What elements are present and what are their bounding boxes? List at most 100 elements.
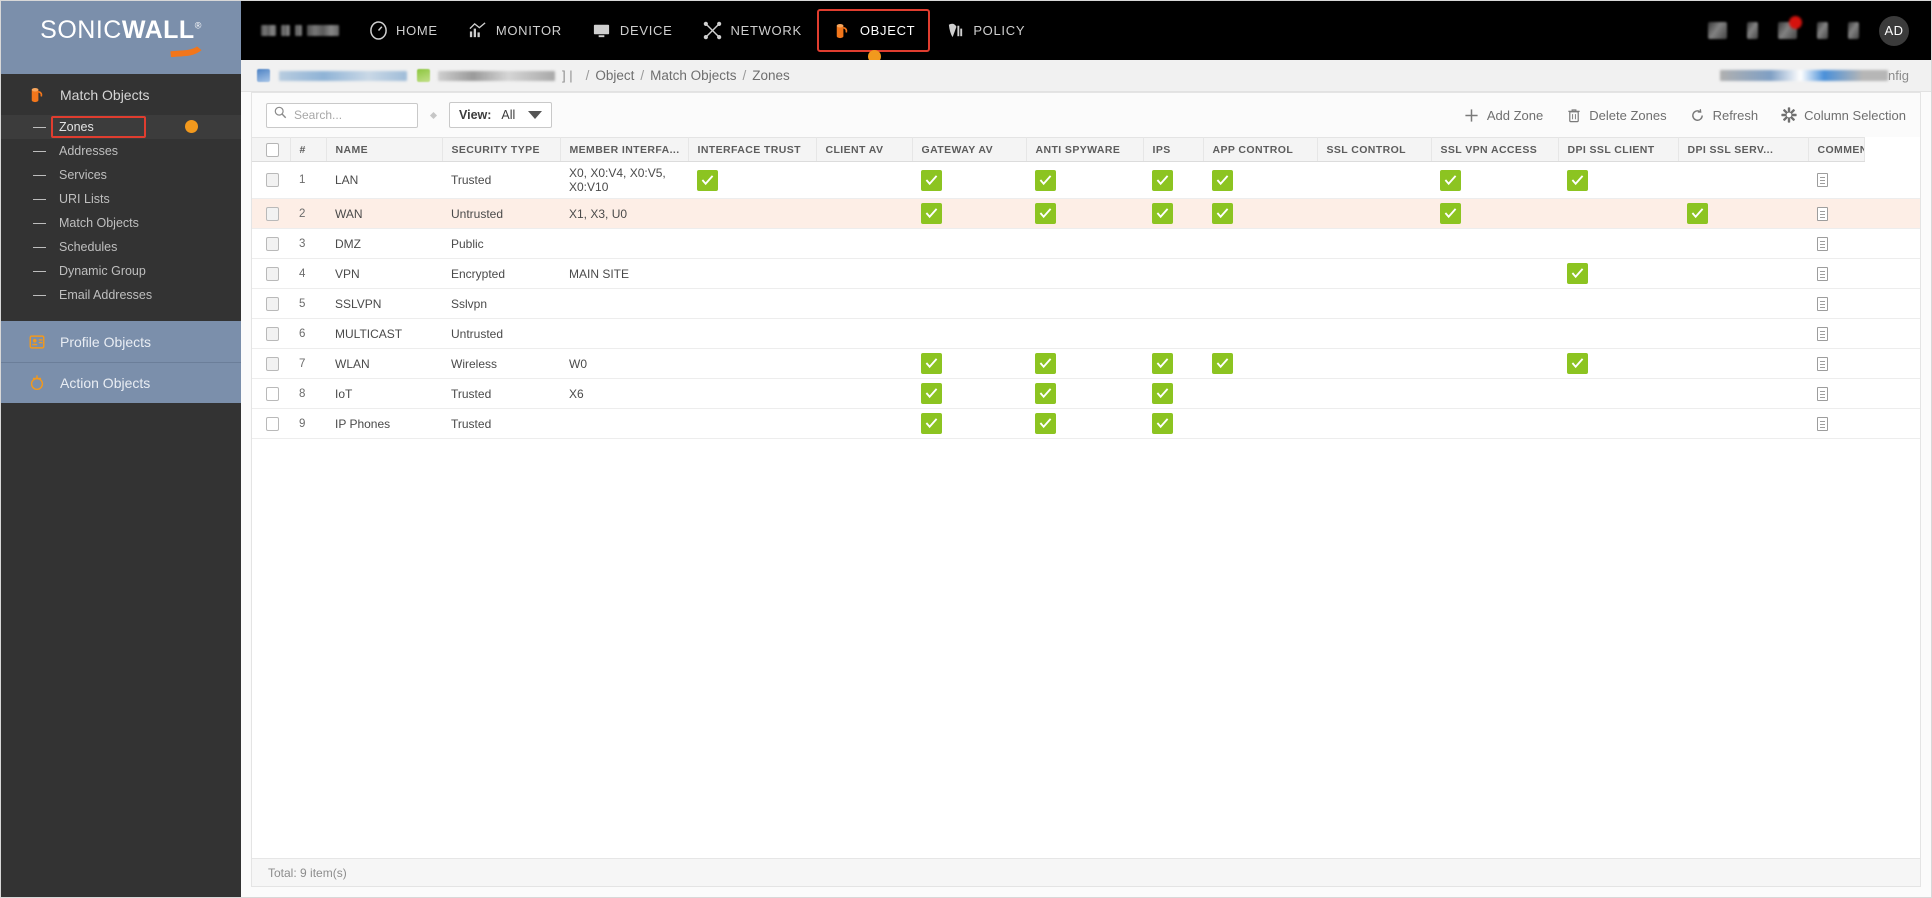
sidebar-item-match-objects[interactable]: Match Objects [1, 211, 241, 235]
check-enabled-icon[interactable] [1035, 383, 1056, 404]
sidebar-item-services[interactable]: Services [1, 163, 241, 187]
cell-zone-name[interactable]: IP Phones [326, 408, 442, 439]
sonicwall-logo[interactable]: SONICWALL® [1, 1, 241, 60]
column-header-ips[interactable]: IPS [1143, 137, 1204, 162]
sidebar-item-addresses[interactable]: Addresses [1, 139, 241, 163]
check-enabled-icon[interactable] [1035, 169, 1056, 191]
sidebar-item-zones[interactable]: Zones [1, 115, 241, 139]
check-enabled-icon[interactable] [921, 203, 942, 224]
cell-zone-name[interactable]: SSLVPN [326, 288, 442, 319]
comment-icon[interactable] [1817, 206, 1828, 221]
table-row[interactable]: 5 SSLVPN Sslvpn [252, 288, 1920, 319]
column-header-security-type[interactable]: SECURITY TYPE [442, 137, 561, 162]
check-enabled-icon[interactable] [1567, 353, 1588, 374]
search-box[interactable] [266, 102, 418, 128]
breadcrumb-object[interactable]: Object [595, 68, 635, 83]
row-checkbox[interactable] [266, 386, 279, 401]
check-enabled-icon[interactable] [1152, 413, 1173, 434]
check-enabled-icon[interactable] [921, 413, 942, 434]
column-header-dpi-ssl-client[interactable]: DPI SSL CLIENT [1558, 137, 1679, 162]
table-row[interactable]: 3 DMZ Public [252, 228, 1920, 259]
sidebar-item-schedules[interactable]: Schedules [1, 235, 241, 259]
row-checkbox[interactable] [266, 416, 279, 431]
comment-icon[interactable] [1817, 296, 1828, 311]
alerts-icon[interactable] [1778, 16, 1802, 39]
check-enabled-icon[interactable] [1152, 169, 1173, 191]
check-enabled-icon[interactable] [1440, 203, 1461, 224]
comment-icon[interactable] [1817, 236, 1828, 251]
column-header-member-interfaces[interactable]: MEMBER INTERFA... [560, 137, 689, 162]
breadcrumb-zones[interactable]: Zones [752, 68, 790, 83]
check-enabled-icon[interactable] [1212, 169, 1233, 191]
check-enabled-icon[interactable] [1035, 413, 1056, 434]
cell-zone-name[interactable]: MULTICAST [326, 318, 442, 349]
check-enabled-icon[interactable] [1440, 169, 1461, 191]
column-selection-button[interactable]: Column Selection [1781, 107, 1906, 123]
nav-tab-device[interactable]: DEVICE [577, 1, 688, 60]
table-row[interactable]: 1 LAN Trusted X0, X0:V4, X0:V5, X0:V10 [252, 161, 1920, 199]
screen-capture-icon[interactable] [1708, 22, 1727, 39]
breadcrumb-match-objects[interactable]: Match Objects [650, 68, 737, 83]
column-header-ssl-control[interactable]: SSL CONTROL [1317, 137, 1432, 162]
row-checkbox[interactable] [266, 326, 279, 341]
row-checkbox[interactable] [266, 356, 279, 371]
check-enabled-icon[interactable] [1152, 353, 1173, 374]
column-header-dpi-ssl-server[interactable]: DPI SSL SERV... [1678, 137, 1809, 162]
row-checkbox[interactable] [266, 173, 279, 187]
table-row[interactable]: 2 WAN Untrusted X1, X3, U0 [252, 198, 1920, 229]
comment-icon[interactable] [1817, 326, 1828, 341]
column-header-index[interactable]: # [290, 137, 327, 162]
check-enabled-icon[interactable] [1567, 169, 1588, 191]
check-enabled-icon[interactable] [1687, 203, 1708, 224]
sidebar-band-profile-objects[interactable]: Profile Objects [1, 321, 241, 362]
nav-tab-home[interactable]: HOME [353, 1, 453, 60]
table-row[interactable]: 4 VPN Encrypted MAIN SITE [252, 258, 1920, 289]
sidebar-group-match-objects[interactable]: Match Objects [1, 74, 241, 115]
avatar[interactable]: AD [1879, 15, 1909, 46]
cell-zone-name[interactable]: WAN [326, 198, 442, 229]
view-filter-dropdown[interactable]: View: All [449, 102, 552, 128]
cell-zone-name[interactable]: LAN [326, 161, 442, 199]
table-row[interactable]: 7 WLAN Wireless W0 [252, 348, 1920, 379]
column-header-interface-trust[interactable]: INTERFACE TRUST [688, 137, 817, 162]
comment-icon[interactable] [1817, 386, 1828, 401]
column-header-client-av[interactable]: CLIENT AV [816, 137, 913, 162]
sidebar-item-uri-lists[interactable]: URI Lists [1, 187, 241, 211]
table-row[interactable]: 9 IP Phones Trusted [252, 408, 1920, 439]
nav-tab-network[interactable]: NETWORK [687, 1, 816, 60]
check-enabled-icon[interactable] [1152, 203, 1173, 224]
column-header-anti-spyware[interactable]: ANTI SPYWARE [1026, 137, 1144, 162]
check-enabled-icon[interactable] [1035, 203, 1056, 224]
table-row[interactable]: 8 IoT Trusted X6 [252, 378, 1920, 409]
check-enabled-icon[interactable] [1567, 263, 1588, 284]
column-header-gateway-av[interactable]: GATEWAY AV [912, 137, 1027, 162]
nav-tab-monitor[interactable]: MONITOR [453, 1, 577, 60]
column-header-name[interactable]: NAME [326, 137, 443, 162]
nav-tab-object[interactable]: OBJECT [816, 9, 931, 63]
search-input[interactable] [294, 108, 404, 122]
comment-icon[interactable] [1817, 266, 1828, 281]
check-enabled-icon[interactable] [921, 383, 942, 404]
cell-zone-name[interactable]: DMZ [326, 228, 442, 259]
column-header-comment[interactable]: COMMENT [1808, 137, 1865, 162]
wizard-icon[interactable] [1747, 22, 1758, 39]
check-enabled-icon[interactable] [697, 169, 718, 191]
table-row[interactable]: 6 MULTICAST Untrusted [252, 318, 1920, 349]
nav-tab-policy[interactable]: POLICY [930, 1, 1040, 60]
check-enabled-icon[interactable] [1212, 353, 1233, 374]
cell-zone-name[interactable]: WLAN [326, 348, 442, 379]
row-checkbox[interactable] [266, 296, 279, 311]
comment-icon[interactable] [1817, 416, 1828, 431]
row-checkbox[interactable] [266, 236, 279, 251]
select-all-checkbox[interactable] [266, 142, 279, 157]
delete-zones-button[interactable]: Delete Zones [1566, 107, 1667, 123]
row-checkbox[interactable] [266, 266, 279, 281]
column-header-ssl-vpn-access[interactable]: SSL VPN ACCESS [1431, 137, 1559, 162]
check-enabled-icon[interactable] [921, 169, 942, 191]
check-enabled-icon[interactable] [921, 353, 942, 374]
column-header-app-control[interactable]: APP CONTROL [1203, 137, 1318, 162]
sidebar-item-email-addresses[interactable]: Email Addresses [1, 283, 241, 307]
check-enabled-icon[interactable] [1212, 203, 1233, 224]
comment-icon[interactable] [1817, 173, 1828, 187]
comment-icon[interactable] [1817, 356, 1828, 371]
